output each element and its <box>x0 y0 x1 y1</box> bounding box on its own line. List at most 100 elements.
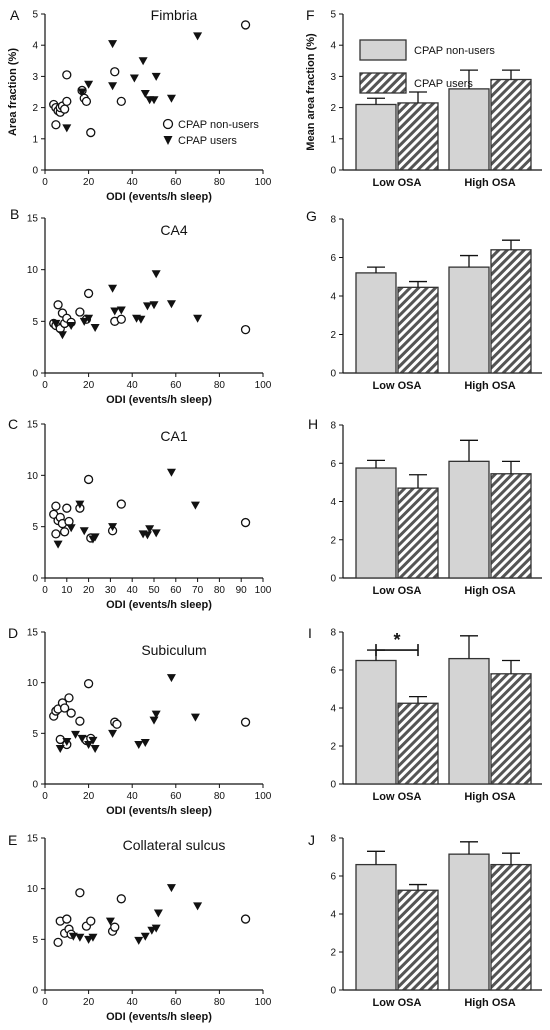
category-label: High OSA <box>464 380 515 392</box>
bar-cpap-user <box>490 78 532 171</box>
x-tick-label: 20 <box>83 380 95 391</box>
x-tick-label: 60 <box>170 177 182 188</box>
y-tick-label: 6 <box>330 666 336 677</box>
point-cpap-user <box>151 529 161 538</box>
point-cpap-user <box>108 729 118 738</box>
point-cpap-user <box>108 284 118 293</box>
x-tick-label: 90 <box>236 585 248 596</box>
x-tick-label: 60 <box>170 791 182 802</box>
point-cpap-non-user <box>240 20 251 30</box>
x-tick-label: 100 <box>255 791 272 802</box>
y-tick-label: 0 <box>32 369 38 380</box>
point-cpap-user <box>153 909 163 918</box>
panel-c: C 0 5 10 15 0 10 20 30 40 50 60 70 80 90 100 ODI (events… <box>8 416 272 611</box>
y-tick-label: 15 <box>27 834 39 845</box>
point-cpap-user <box>140 738 150 747</box>
point-cpap-user <box>129 74 139 83</box>
panel-letter: G <box>306 208 317 224</box>
point-cpap-non-user <box>64 693 74 703</box>
y-tick-label: 0 <box>330 166 336 177</box>
y-tick-label: 15 <box>27 628 39 639</box>
point-cpap-non-user <box>116 894 126 904</box>
x-tick-label: 40 <box>127 791 139 802</box>
bar-cpap-non-user <box>355 467 397 579</box>
bar-cpap-non-user <box>355 659 397 785</box>
point-cpap-user <box>110 307 120 316</box>
panel-i: I 0 2 4 6 8 Low OSA High OSA * <box>308 625 542 803</box>
y-tick-label: 5 <box>32 10 38 21</box>
y-tick-label: 0 <box>330 780 336 791</box>
point-cpap-user <box>116 306 126 315</box>
point-cpap-non-user <box>240 517 251 528</box>
chart-title: Subiculum <box>141 642 206 658</box>
point-cpap-non-user <box>66 708 76 718</box>
panel-letter: I <box>308 625 312 641</box>
point-cpap-non-user <box>62 70 72 80</box>
category-label: Low OSA <box>373 380 422 392</box>
y-tick-label: 15 <box>27 420 39 431</box>
x-tick-label: 0 <box>42 380 48 391</box>
bar-cpap-non-user <box>448 88 490 171</box>
point-cpap-non-user <box>110 67 120 77</box>
point-cpap-non-user <box>83 679 94 689</box>
bar-cpap-non-user <box>448 266 490 374</box>
panel-letter: C <box>8 416 18 432</box>
x-axis-label: ODI (events/h sleep) <box>106 805 212 817</box>
point-cpap-user <box>151 72 161 81</box>
point-cpap-non-user <box>81 96 92 107</box>
y-tick-label: 6 <box>330 872 336 883</box>
y-tick-label: 0 <box>32 166 38 177</box>
point-cpap-user <box>140 90 150 99</box>
x-tick-label: 0 <box>42 585 48 596</box>
x-tick-label: 20 <box>83 997 95 1008</box>
point-cpap-user <box>166 94 176 103</box>
point-cpap-user <box>84 314 94 323</box>
point-cpap-user <box>145 525 155 534</box>
point-cpap-non-user <box>116 314 126 324</box>
point-cpap-user <box>79 527 89 536</box>
y-tick-label: 6 <box>330 459 336 470</box>
point-cpap-user <box>190 713 200 722</box>
y-tick-label: 5 <box>32 935 38 946</box>
point-cpap-user <box>140 932 150 941</box>
panel-g: G 0 2 4 6 8 Low OSA High OSA <box>306 208 542 392</box>
point-cpap-user <box>62 124 72 133</box>
point-cpap-user <box>75 500 85 509</box>
legend: CPAP non-users CPAP users <box>359 39 495 94</box>
point-cpap-user <box>193 314 203 323</box>
y-tick-label: 15 <box>27 214 39 225</box>
point-cpap-non-user <box>75 716 85 726</box>
y-tick-label: 3 <box>330 72 336 83</box>
point-cpap-non-user <box>51 501 61 511</box>
y-axis-label: Mean area fraction (%) <box>305 33 317 151</box>
x-axis-label: ODI (events/h sleep) <box>106 1011 212 1023</box>
point-cpap-user <box>66 321 76 330</box>
x-tick-label: 20 <box>83 177 95 188</box>
bar-cpap-user <box>490 249 532 374</box>
y-tick-label: 3 <box>32 72 38 83</box>
x-tick-label: 0 <box>42 177 48 188</box>
bar-cpap-user <box>490 863 532 991</box>
legend-swatch-solid <box>359 39 407 61</box>
y-tick-label: 8 <box>330 421 336 432</box>
bar-cpap-non-user <box>355 272 397 374</box>
y-tick-label: 4 <box>330 497 336 508</box>
legend-label: CPAP users <box>414 78 473 90</box>
bar-cpap-user <box>490 673 532 785</box>
x-tick-label: 60 <box>170 997 182 1008</box>
chart-title: CA1 <box>160 428 187 444</box>
point-cpap-non-user <box>62 503 72 513</box>
legend-circle-icon <box>162 118 174 130</box>
category-label: Low OSA <box>373 585 422 597</box>
point-cpap-user <box>134 740 144 749</box>
point-cpap-user <box>193 902 203 911</box>
legend: CPAP non-users CPAP users <box>162 118 259 147</box>
x-tick-label: 0 <box>42 791 48 802</box>
y-tick-label: 1 <box>32 134 38 145</box>
point-cpap-user <box>90 533 100 542</box>
category-label: High OSA <box>464 791 515 803</box>
x-tick-label: 80 <box>214 585 226 596</box>
point-cpap-user <box>68 932 78 941</box>
point-cpap-non-user <box>51 120 61 130</box>
